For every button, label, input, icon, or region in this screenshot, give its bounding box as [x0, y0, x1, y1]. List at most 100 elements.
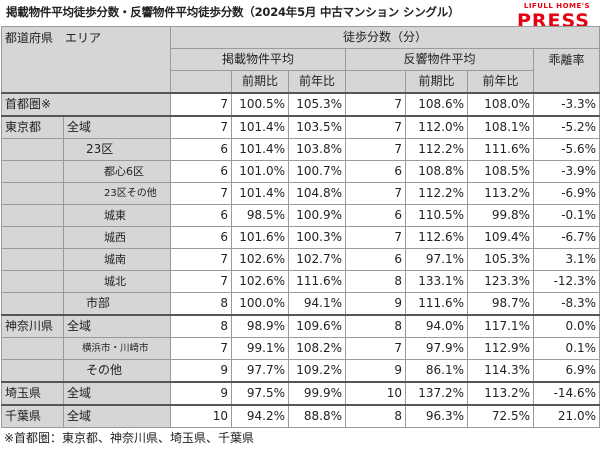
response-prev-period: 94.0% — [405, 314, 469, 338]
pref-label: 神奈川県 — [1, 314, 64, 338]
response-minutes: 6 — [345, 248, 407, 271]
header-listed-prev-year: 前年比 — [288, 70, 347, 94]
gap-rate: 21.0% — [533, 404, 600, 428]
gap-rate: 6.9% — [533, 359, 600, 383]
listed-minutes: 9 — [170, 359, 233, 383]
response-prev-year: 123.3% — [467, 270, 535, 293]
listed-minutes: 8 — [170, 314, 233, 338]
page-title: 掲載物件平均徒歩分数・反響物件平均徒歩分数（2024年5月 中古マンション シン… — [6, 5, 460, 19]
table-row: 城南 7 102.6% 102.7% 6 97.1% 105.3% 3.1% — [1, 248, 600, 271]
response-prev-period: 108.6% — [405, 92, 469, 117]
gap-rate: -12.3% — [533, 270, 600, 293]
listed-minutes: 7 — [170, 115, 233, 139]
header-gap-rate: 乖離率 — [533, 48, 600, 94]
listed-prev-period: 101.4% — [231, 115, 290, 139]
table-row: その他 9 97.7% 109.2% 9 86.1% 114.3% 6.9% — [1, 359, 600, 383]
response-minutes: 10 — [345, 381, 407, 406]
listed-prev-period: 101.6% — [231, 226, 290, 249]
header-response-avg: 反響物件平均 — [345, 48, 535, 71]
listed-prev-year: 100.9% — [288, 204, 347, 227]
area-label: 城西 — [62, 226, 172, 249]
header-response-prev-period: 前期比 — [405, 70, 469, 94]
response-prev-year: 111.6% — [467, 138, 535, 161]
response-prev-period: 111.6% — [405, 292, 469, 316]
pref-label: 埼玉県 — [1, 381, 64, 406]
response-prev-year: 114.3% — [467, 359, 535, 383]
listed-prev-year: 88.8% — [288, 404, 347, 428]
gap-rate: -5.6% — [533, 138, 600, 161]
listed-minutes: 7 — [170, 248, 233, 271]
response-minutes: 7 — [345, 226, 407, 249]
listed-prev-year: 109.2% — [288, 359, 347, 383]
listed-prev-year: 102.7% — [288, 248, 347, 271]
table-row: 城西 6 101.6% 100.3% 7 112.6% 109.4% -6.7% — [1, 226, 600, 249]
area-label: 全域 — [62, 404, 172, 428]
table-row: 市部 8 100.0% 94.1% 9 111.6% 98.7% -8.3% — [1, 292, 600, 316]
response-minutes: 7 — [345, 182, 407, 205]
response-prev-period: 137.2% — [405, 381, 469, 406]
response-prev-year: 98.7% — [467, 292, 535, 316]
gap-rate: -6.9% — [533, 182, 600, 205]
response-prev-year: 99.8% — [467, 204, 535, 227]
header-region: 都道府県 エリア — [0, 26, 172, 94]
pref-label: 東京都 — [1, 115, 64, 139]
response-minutes: 6 — [345, 160, 407, 183]
area-label: 城北 — [62, 270, 172, 293]
gap-rate: -3.9% — [533, 160, 600, 183]
gap-rate: -14.6% — [533, 381, 600, 406]
response-prev-year: 113.2% — [467, 182, 535, 205]
response-minutes: 7 — [345, 115, 407, 139]
response-minutes: 9 — [345, 292, 407, 316]
listed-minutes: 6 — [170, 226, 233, 249]
response-prev-period: 96.3% — [405, 404, 469, 428]
listed-minutes: 7 — [170, 92, 233, 117]
listed-prev-period: 100.0% — [231, 292, 290, 316]
area-label: 23区その他 — [62, 182, 172, 205]
table-row: 千葉県 全域 10 94.2% 88.8% 8 96.3% 72.5% 21.0… — [1, 404, 600, 428]
response-prev-year: 108.0% — [467, 92, 535, 117]
response-prev-year: 105.3% — [467, 248, 535, 271]
response-minutes: 8 — [345, 314, 407, 338]
table-row: 神奈川県 全域 8 98.9% 109.6% 8 94.0% 117.1% 0.… — [1, 314, 600, 338]
listed-minutes: 8 — [170, 292, 233, 316]
gap-rate: 0.0% — [533, 314, 600, 338]
area-label: 市部 — [62, 292, 172, 316]
response-minutes: 9 — [345, 359, 407, 383]
response-minutes: 8 — [345, 270, 407, 293]
listed-minutes: 10 — [170, 404, 233, 428]
response-prev-period: 97.9% — [405, 337, 469, 360]
listed-prev-period: 101.4% — [231, 138, 290, 161]
footnote: ※首都圏：東京都、神奈川県、埼玉県、千葉県 — [4, 431, 255, 445]
walk-time-table: 都道府県 エリア 徒歩分数（分） 掲載物件平均 反響物件平均 乖離率 前期比 前… — [0, 26, 600, 428]
listed-prev-period: 100.5% — [231, 92, 290, 117]
area-label: 23区 — [62, 138, 172, 161]
table-row: 埼玉県 全域 9 97.5% 99.9% 10 137.2% 113.2% -1… — [1, 381, 600, 406]
response-prev-period: 108.8% — [405, 160, 469, 183]
table-row: 東京都 全域 7 101.4% 103.5% 7 112.0% 108.1% -… — [1, 115, 600, 139]
listed-minutes: 6 — [170, 138, 233, 161]
response-prev-year: 108.1% — [467, 115, 535, 139]
listed-minutes: 6 — [170, 160, 233, 183]
listed-prev-period: 97.5% — [231, 381, 290, 406]
table-row: 城東 6 98.5% 100.9% 6 110.5% 99.8% -0.1% — [1, 204, 600, 227]
response-minutes: 7 — [345, 92, 407, 117]
table-row: 都心6区 6 101.0% 100.7% 6 108.8% 108.5% -3.… — [1, 160, 600, 183]
response-prev-year: 117.1% — [467, 314, 535, 338]
response-minutes: 6 — [345, 204, 407, 227]
response-prev-period: 112.2% — [405, 138, 469, 161]
listed-minutes: 7 — [170, 270, 233, 293]
listed-prev-period: 101.4% — [231, 182, 290, 205]
listed-prev-year: 103.5% — [288, 115, 347, 139]
response-prev-period: 97.1% — [405, 248, 469, 271]
gap-rate: -8.3% — [533, 292, 600, 316]
gap-rate: -0.1% — [533, 204, 600, 227]
listed-prev-year: 109.6% — [288, 314, 347, 338]
area-label: 全域 — [62, 381, 172, 406]
listed-prev-period: 98.9% — [231, 314, 290, 338]
response-prev-period: 110.5% — [405, 204, 469, 227]
listed-prev-year: 108.2% — [288, 337, 347, 360]
listed-minutes: 7 — [170, 182, 233, 205]
response-prev-period: 112.2% — [405, 182, 469, 205]
response-minutes: 7 — [345, 337, 407, 360]
listed-prev-year: 100.3% — [288, 226, 347, 249]
